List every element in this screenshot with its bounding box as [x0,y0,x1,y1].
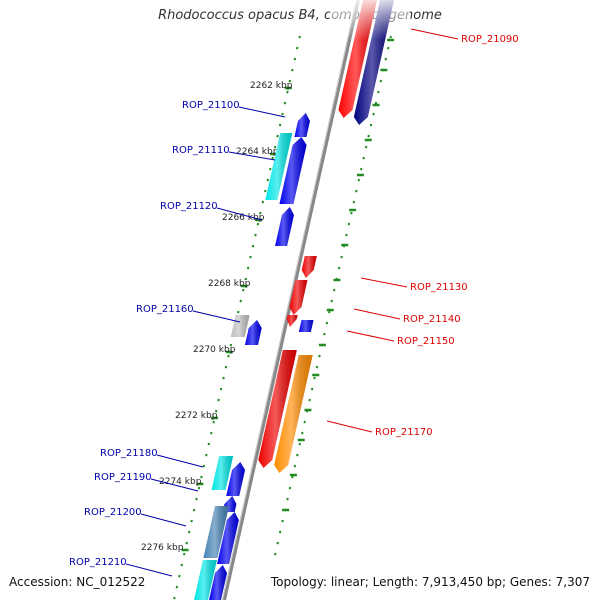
tick-label: 2262 kbp [250,81,293,91]
gene-rop-21140[interactable] [289,280,308,315]
genome-summary-text: Topology: linear; Length: 7,913,450 bp; … [270,575,590,589]
gene-rop-21140-b[interactable] [286,315,298,327]
gene-rop-21170-b[interactable] [274,355,313,473]
genome-backbone-highlight [222,0,357,600]
tick-label: 2270 kbp [193,345,236,355]
gene-rop-21120[interactable] [275,207,294,246]
gene-label-left[interactable]: ROP_21160 [136,304,194,315]
tick-label: 2274 kbp [159,477,202,487]
tick-label: 2264 kbp [236,147,279,157]
gene-rop-21170-a[interactable] [258,350,297,468]
gene-label-right[interactable]: ROP_21170 [375,427,433,438]
gene-label-right[interactable]: ROP_21130 [410,282,468,293]
top-fade [330,0,410,40]
gene-rop-21100[interactable] [294,113,310,137]
tick-label: 2276 kbp [141,543,184,553]
tick-label: 2266 kbp [222,213,265,223]
tick-label: 2268 kbp [208,279,251,289]
gene-rop-21110-a[interactable] [265,133,293,200]
gene-label-left[interactable]: ROP_21200 [84,507,142,518]
accession-text: Accession: NC_012522 [9,575,146,589]
genome-backbone [222,0,360,600]
gene-rop-21200-a[interactable] [203,506,229,558]
gene-label-left[interactable]: ROP_21180 [100,448,158,459]
gene-rop-21110-b[interactable] [279,137,307,204]
gene-label-left[interactable]: ROP_21190 [94,472,152,483]
gene-rop-21210-b[interactable] [209,565,228,600]
gene-label-left[interactable]: ROP_21210 [69,557,127,568]
gene-rop-21160-b[interactable] [244,320,262,345]
right-scale-line [274,35,395,556]
gene-label-left[interactable]: ROP_21100 [182,100,240,111]
gene-rop-21160-a[interactable] [230,315,250,337]
left-scale-line [173,35,301,600]
gene-rop-21200-b[interactable] [217,512,239,564]
gene-rop-21150[interactable] [298,320,314,332]
gene-rop-21130[interactable] [301,256,317,278]
gene-rop-21210-a[interactable] [194,560,217,600]
gene-label-right[interactable]: ROP_21150 [397,336,455,347]
gene-label-right[interactable]: ROP_21140 [403,314,461,325]
gene-rop-21180[interactable] [211,456,234,490]
tick-label: 2272 kbp [175,411,218,421]
gene-label-left[interactable]: ROP_21120 [160,201,218,212]
gene-rop-21190-a[interactable] [226,462,246,496]
gene-label-left[interactable]: ROP_21110 [172,145,230,156]
gene-label-right[interactable]: ROP_21090 [461,34,519,45]
